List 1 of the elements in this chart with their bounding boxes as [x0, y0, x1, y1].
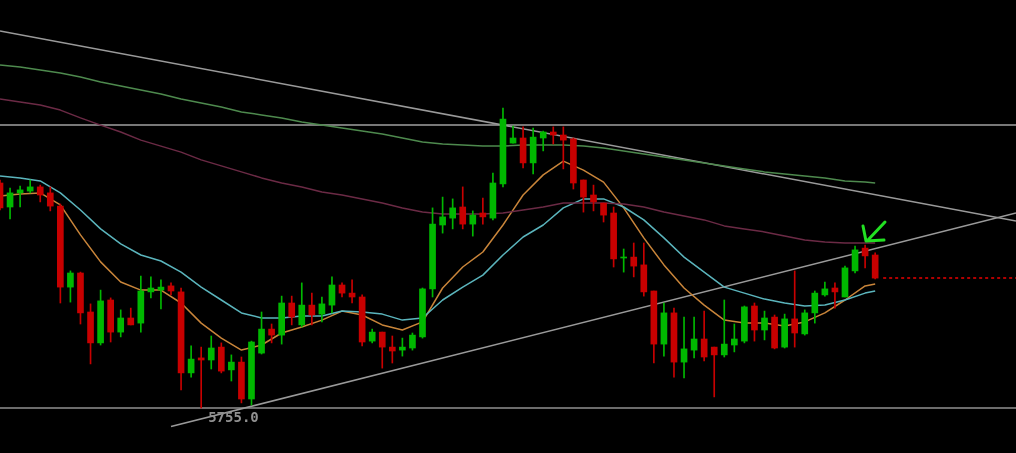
text: 5755.0: [208, 408, 259, 425]
